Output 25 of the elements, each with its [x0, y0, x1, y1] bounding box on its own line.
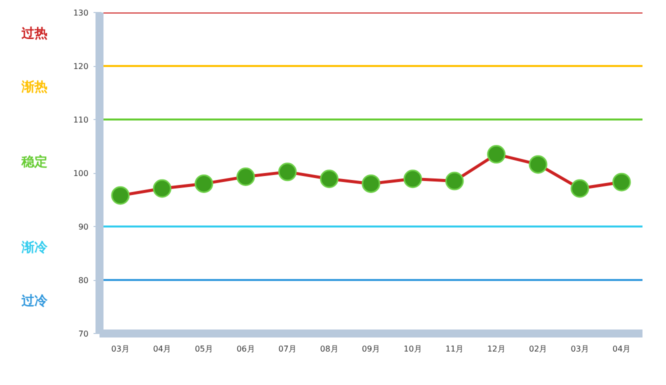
text: 渐热 [20, 80, 48, 95]
y-tick-label: 120 [73, 62, 89, 71]
y-tick-label: 100 [73, 169, 89, 178]
x-tick-label: 10月 [404, 344, 422, 354]
x-tick-label: 11月 [445, 344, 464, 354]
y-tick-label: 80 [78, 276, 89, 285]
y-tick-label: 110 [73, 116, 89, 124]
x-tick-label: 12月 [487, 344, 506, 354]
x-tick-label: 02月 [528, 344, 548, 354]
x-tick-label: 04月 [612, 344, 631, 354]
text: 过冷 [20, 294, 48, 309]
y-tick-label: 130 [73, 8, 89, 18]
x-tick-label: 06月 [236, 344, 255, 354]
x-tick-label: 05月 [194, 344, 214, 354]
x-tick-label: 07月 [278, 344, 297, 354]
text: 稳定 [20, 154, 48, 170]
y-tick-label: 70 [78, 330, 89, 338]
y-tick-label: 90 [78, 222, 89, 232]
x-tick-label: 08月 [320, 344, 338, 354]
x-tick-label: 03月 [570, 344, 589, 354]
x-tick-label: 04月 [153, 344, 172, 354]
text: 过热 [20, 26, 48, 42]
x-tick-label: 09月 [362, 344, 380, 354]
text: 渐冷 [20, 240, 48, 256]
x-tick-label: 03月 [111, 344, 130, 354]
